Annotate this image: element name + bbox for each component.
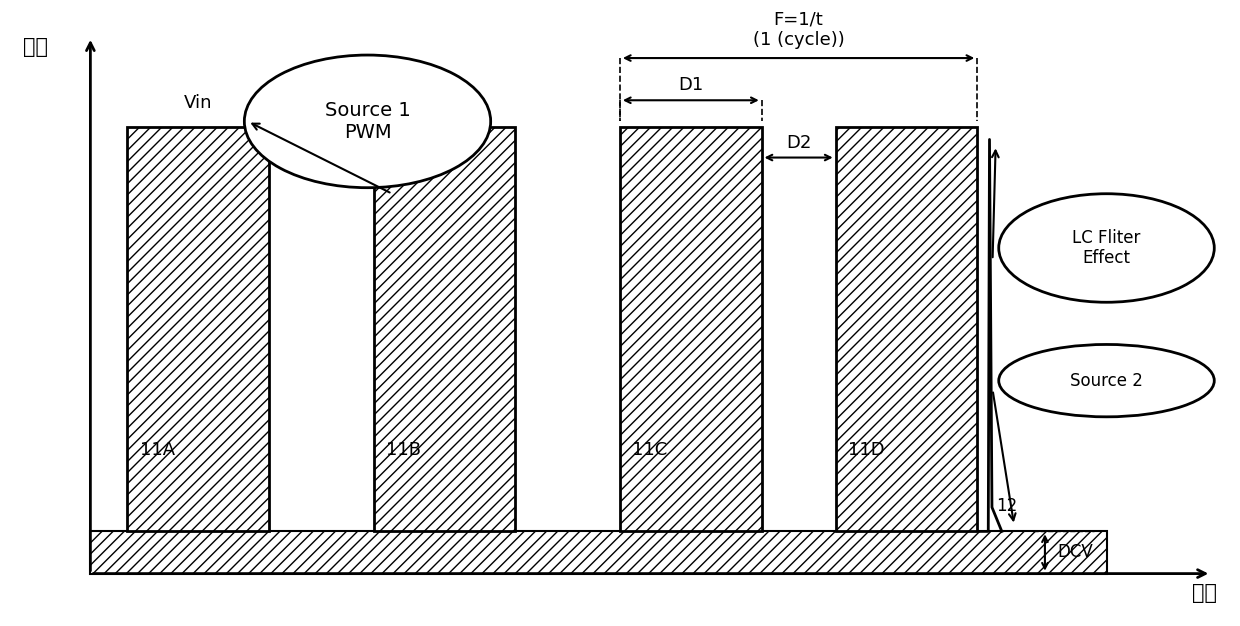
Text: DCV: DCV	[1058, 543, 1092, 562]
Text: LC Fliter
Effect: LC Fliter Effect	[1073, 228, 1141, 267]
Text: D1: D1	[678, 76, 703, 95]
Ellipse shape	[998, 193, 1214, 302]
Bar	[836, 128, 977, 531]
Ellipse shape	[244, 55, 491, 188]
Text: 11A: 11A	[140, 441, 175, 459]
Ellipse shape	[998, 344, 1214, 417]
Text: 12: 12	[996, 497, 1017, 515]
Text: 11D: 11D	[848, 441, 884, 459]
Bar	[373, 128, 516, 531]
Bar	[128, 128, 269, 531]
Text: F=1/t
(1 (cycle)): F=1/t (1 (cycle))	[753, 10, 844, 49]
Text: D2: D2	[786, 133, 811, 151]
Text: Vin: Vin	[184, 95, 212, 112]
Bar	[91, 531, 1106, 573]
Text: 11B: 11B	[386, 441, 422, 459]
Bar	[620, 128, 761, 531]
Text: 11C: 11C	[632, 441, 667, 459]
Text: Source 2: Source 2	[1070, 372, 1143, 389]
Text: Source 1
PWM: Source 1 PWM	[325, 101, 410, 142]
Text: 电压: 电压	[22, 37, 47, 57]
Text: 时间: 时间	[1193, 583, 1218, 603]
